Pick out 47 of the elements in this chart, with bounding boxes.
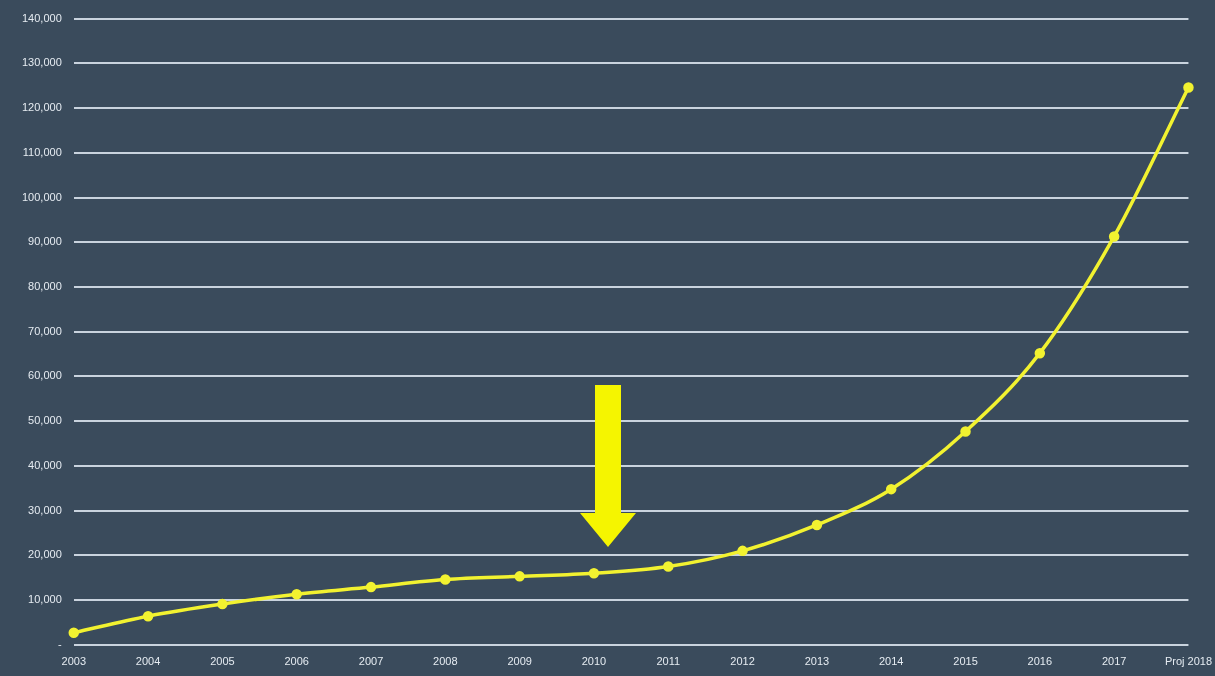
- x-tick-label: 2008: [433, 655, 458, 668]
- y-tick-label: -: [58, 637, 63, 650]
- x-tick-label: 2005: [210, 655, 235, 668]
- point: [514, 571, 525, 582]
- y-tick-label: 140,000: [22, 11, 62, 24]
- point: [217, 598, 228, 610]
- x-tick-label: 2009: [507, 655, 532, 668]
- x-tick-label: 2006: [284, 655, 309, 668]
- point: [68, 627, 80, 638]
- point: [440, 574, 451, 585]
- point: [142, 610, 154, 622]
- x-tick-label: 2010: [581, 655, 607, 668]
- y-tick-label: 10,000: [28, 593, 62, 606]
- point: [1108, 231, 1120, 242]
- y-tick-label: 70,000: [28, 324, 62, 337]
- y-tick-label: 130,000: [22, 56, 62, 69]
- y-tick-label: 50,000: [28, 414, 62, 427]
- point: [811, 519, 823, 531]
- point: [885, 483, 897, 495]
- y-tick-label: 20,000: [28, 548, 62, 561]
- y-tick-label: 30,000: [28, 503, 62, 516]
- point: [588, 567, 600, 579]
- x-tick-label: 2004: [135, 655, 161, 668]
- y-tick-label: 120,000: [22, 101, 62, 114]
- point: [291, 589, 302, 600]
- x-tick-label: 2007: [358, 655, 384, 668]
- x-tick-label: 2015: [953, 655, 978, 668]
- x-tick-label: 2011: [656, 655, 681, 668]
- point: [960, 426, 971, 437]
- y-tick-label: 110,000: [22, 145, 62, 158]
- point: [663, 561, 674, 572]
- y-tick-label: 60,000: [28, 369, 62, 382]
- y-tick-label: 80,000: [28, 280, 62, 292]
- x-tick-label: Proj 2018: [1164, 655, 1212, 668]
- point: [737, 545, 748, 557]
- point: [1183, 82, 1194, 93]
- x-tick-label: 2014: [878, 655, 904, 668]
- point: [1034, 347, 1046, 359]
- x-tick-label: 2012: [730, 655, 755, 668]
- x-tick-label: 2016: [1027, 655, 1053, 668]
- x-tick-label: 2013: [804, 655, 830, 668]
- point: [365, 581, 377, 593]
- x-tick-label: 2003: [61, 655, 86, 668]
- y-tick-label: 90,000: [28, 235, 62, 248]
- x-tick-label: 2017: [1101, 655, 1127, 668]
- y-tick-label: 40,000: [28, 458, 62, 471]
- y-tick-label: 100,000: [22, 190, 62, 203]
